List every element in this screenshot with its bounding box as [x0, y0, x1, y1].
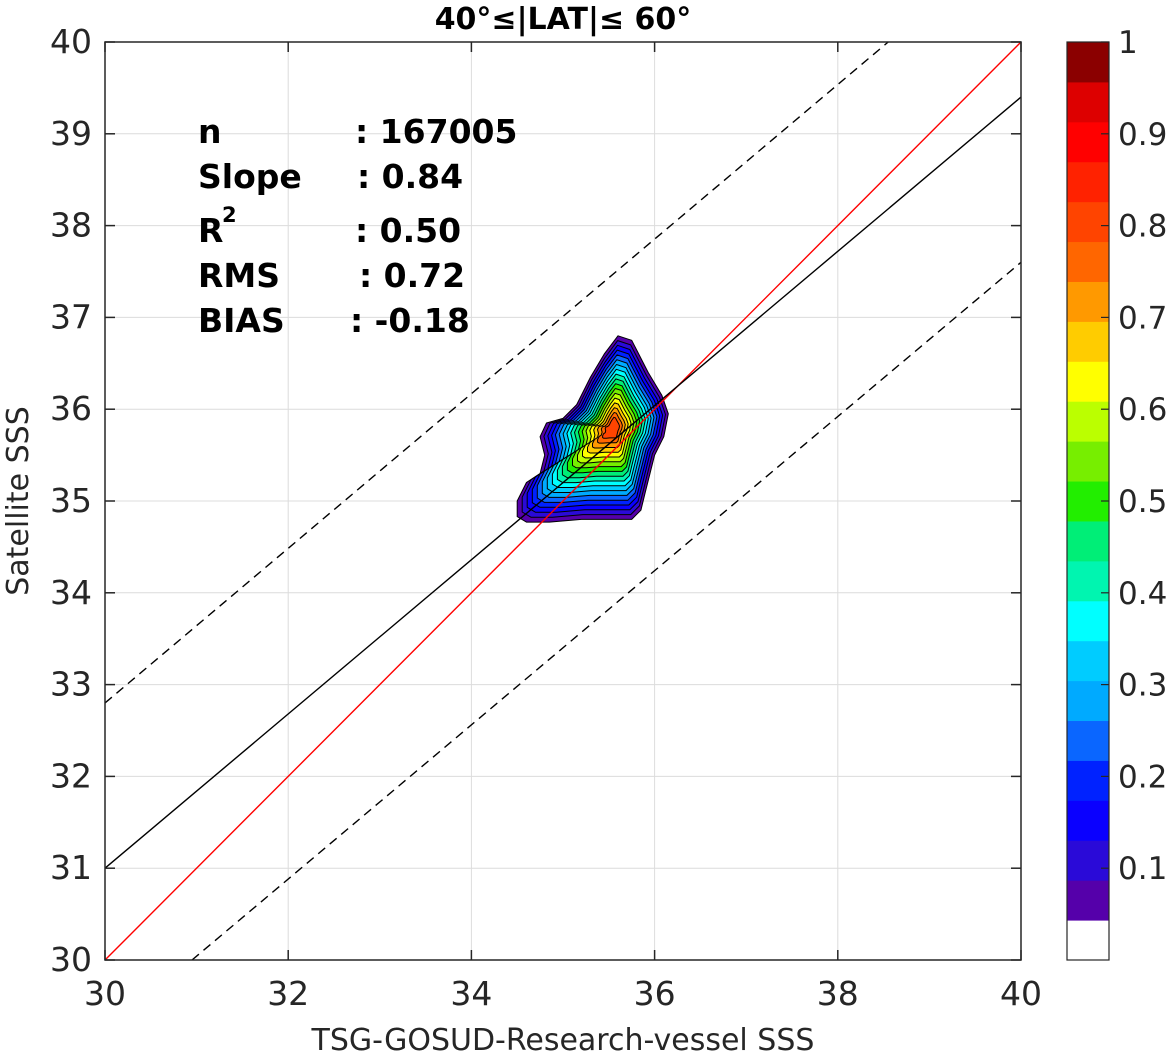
- y-tick-label: 30: [50, 940, 92, 979]
- y-tick-label: 31: [50, 848, 92, 887]
- density-contours: [516, 335, 669, 523]
- x-tick-labels: 30 32 34 36 38 40: [84, 974, 1042, 1013]
- colorbar-segment: [1067, 880, 1109, 921]
- line-one-to-one: [105, 42, 1021, 960]
- y-tick-label: 34: [50, 573, 92, 612]
- y-tick-label: 35: [50, 481, 92, 520]
- y-tick-label: 33: [50, 665, 92, 704]
- stat-r2-value: : 0.50: [355, 211, 461, 250]
- colorbar-segment: [1067, 760, 1109, 801]
- y-tick-label: 39: [50, 114, 92, 153]
- line-upper-bound: [105, 42, 889, 704]
- y-tick-label: 38: [50, 206, 92, 245]
- x-tick-label: 34: [450, 974, 492, 1013]
- colorbar-tick-label: 0.3: [1118, 668, 1167, 704]
- y-axis-label: Satellite SSS: [1, 406, 36, 596]
- x-tick-label: 32: [267, 974, 309, 1013]
- y-tick-label: 40: [50, 22, 92, 61]
- axis-ticks: [104, 41, 1022, 961]
- colorbar-tick-label: 0.5: [1118, 484, 1167, 520]
- colorbar-segment: [1067, 121, 1109, 163]
- x-tick-label: 40: [1000, 974, 1042, 1013]
- reference-lines: [105, 42, 1021, 960]
- colorbar-segment: [1067, 920, 1109, 961]
- colorbar-segment: [1067, 600, 1109, 642]
- y-tick-label: 36: [50, 389, 92, 428]
- colorbar-tick-label: 1: [1118, 25, 1138, 61]
- stat-bias-label: BIAS: [198, 301, 285, 340]
- line-regression-fit: [105, 96, 1021, 869]
- colorbar-segment: [1067, 42, 1109, 83]
- y-tick-labels: 30 31 32 33 34 35 36 37 38 39 40: [50, 22, 92, 979]
- colorbar-tick-label: 0.1: [1118, 851, 1167, 887]
- stat-r2-superscript: 2: [222, 203, 237, 227]
- stat-n-value: : 167005: [355, 112, 517, 151]
- x-tick-label: 30: [84, 974, 126, 1013]
- colorbar-segment: [1067, 640, 1109, 682]
- grid-lines: [104, 41, 1022, 961]
- colorbar-segment: [1067, 800, 1109, 841]
- colorbar-segment: [1067, 560, 1109, 602]
- colorbar-segment: [1067, 161, 1109, 203]
- colorbar-segment: [1067, 401, 1109, 442]
- colorbar-segment: [1067, 241, 1109, 282]
- colorbar-tick-label: 0.7: [1118, 300, 1167, 336]
- colorbar-tick-label: 0.8: [1118, 209, 1167, 245]
- stat-slope-label: Slope: [198, 157, 302, 196]
- stats-box: n : 167005 Slope : 0.84 R 2 : 0.50 RMS :…: [198, 112, 517, 340]
- colorbar-tick-label: 0.9: [1118, 117, 1167, 153]
- colorbar-segment: [1067, 520, 1109, 562]
- stat-bias-value: : -0.18: [350, 301, 470, 340]
- colorbar-segment: [1067, 321, 1109, 362]
- y-tick-label: 37: [50, 297, 92, 336]
- colorbar-segment: [1067, 361, 1109, 402]
- x-axis-label: TSG-GOSUD-Research-vessel SSS: [311, 1023, 815, 1055]
- colorbar-segment: [1067, 201, 1109, 243]
- colorbar-segment: [1067, 680, 1109, 722]
- colorbar-segment: [1067, 81, 1109, 123]
- stat-rms-value: : 0.72: [359, 256, 465, 295]
- colorbar-segment: [1067, 281, 1109, 322]
- stat-n-label: n: [198, 112, 222, 151]
- chart-title: 40°≤|LAT|≤ 60°: [435, 2, 692, 37]
- colorbar: 0.1 0.2 0.3 0.4 0.5 0.6 0.7 0.8 0.9 1: [1066, 25, 1167, 961]
- colorbar-segment: [1067, 840, 1109, 881]
- x-tick-label: 36: [634, 974, 676, 1013]
- colorbar-segment: [1067, 720, 1109, 761]
- colorbar-segment: [1067, 441, 1109, 482]
- stat-slope-value: : 0.84: [357, 157, 463, 196]
- stat-rms-label: RMS: [198, 256, 280, 295]
- colorbar-tick-label: 0.2: [1118, 759, 1167, 795]
- y-tick-label: 32: [50, 756, 92, 795]
- line-lower-bound: [191, 261, 1021, 960]
- stat-r2-label: R: [198, 211, 223, 250]
- density-contour-level: [602, 416, 620, 439]
- colorbar-tick-label: 0.6: [1118, 392, 1167, 428]
- x-tick-label: 38: [817, 974, 859, 1013]
- colorbar-tick-label: 0.4: [1118, 576, 1167, 612]
